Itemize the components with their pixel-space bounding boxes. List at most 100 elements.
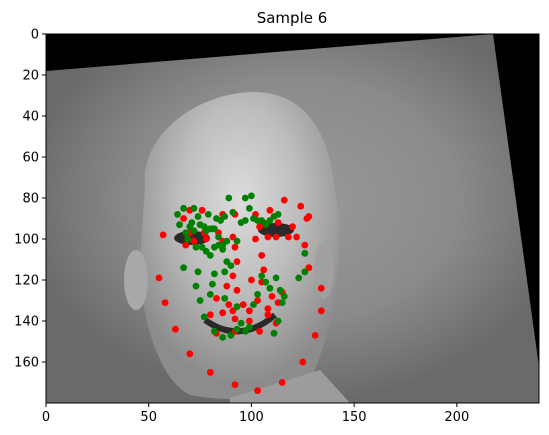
scatter-point [266, 284, 274, 292]
scatter-point [174, 211, 181, 218]
scatter-point [233, 237, 241, 245]
y-tick-label: 120 [14, 274, 39, 289]
axes-frame [45, 33, 540, 404]
scatter-point [262, 278, 270, 286]
scatter-point [182, 229, 190, 237]
scatter-point [239, 301, 247, 308]
scatter-point [301, 268, 309, 276]
scatter-layer [155, 192, 325, 395]
scatter-point [206, 311, 214, 319]
scatter-point [194, 268, 202, 276]
scatter-point [192, 243, 200, 251]
scatter-point [206, 252, 214, 259]
scatter-point [223, 282, 231, 290]
scatter-point [258, 272, 266, 280]
scatter-point [209, 280, 216, 288]
y-tick-label: 100 [14, 233, 39, 248]
scatter-point [225, 301, 233, 308]
chart-title: Sample 6 [257, 9, 328, 27]
scatter-point [270, 329, 278, 337]
scatter-point [227, 262, 235, 269]
scatter-point [317, 307, 325, 315]
scatter-point [176, 221, 183, 229]
scatter-point [206, 368, 214, 376]
scatter-point [233, 325, 241, 333]
scatter-point [186, 350, 194, 358]
scatter-point [225, 194, 233, 202]
scatter-point [301, 241, 309, 249]
scatter-point [258, 217, 266, 224]
scatter-point [241, 217, 249, 224]
scatter-point [231, 315, 239, 323]
x-tick-label: 50 [140, 410, 157, 425]
x-tick-label: 150 [342, 410, 367, 425]
scatter-point [250, 301, 257, 308]
scatter-point [180, 215, 188, 222]
scatter-point [278, 299, 286, 306]
scatter-point [172, 325, 179, 333]
scatter-point [305, 213, 313, 220]
scatter-point [258, 252, 266, 259]
neck [230, 370, 350, 403]
y-tick-label: 140 [14, 315, 39, 330]
scatter-point [301, 249, 309, 257]
scatter-point [198, 206, 206, 214]
scatter-point [233, 286, 241, 294]
scatter-point [246, 204, 253, 212]
scatter-point [219, 334, 227, 341]
scatter-point [254, 291, 261, 298]
scatter-point [190, 237, 198, 245]
scatter-point [219, 241, 227, 249]
scatter-point [254, 387, 261, 395]
y-tick-label: 40 [22, 110, 39, 125]
scatter-point [184, 235, 192, 243]
scatter-point [231, 381, 239, 388]
scatter-point [280, 196, 288, 204]
y-tick-label: 20 [22, 69, 39, 84]
scatter-point [246, 307, 253, 315]
scatter-point [276, 286, 284, 294]
y-tick-label: 60 [22, 151, 39, 166]
scatter-point [246, 323, 253, 331]
scatter-point [211, 225, 218, 233]
scatter-point [196, 221, 204, 229]
scatter-point [260, 266, 268, 274]
scatter-point [299, 358, 307, 366]
scatter-point [293, 233, 300, 241]
x-tick-label: 100 [239, 410, 264, 425]
scatter-point [161, 299, 169, 306]
scatter-point [192, 282, 200, 290]
scatter-point [237, 319, 245, 327]
scatter-point [180, 204, 188, 212]
scatter-point [219, 309, 227, 317]
y-tick-label: 80 [22, 192, 39, 207]
scatter-point [229, 208, 237, 216]
scatter-point [252, 235, 259, 243]
scatter-point [159, 231, 167, 239]
head-shape [140, 91, 339, 400]
scatter-point [272, 274, 280, 282]
mouth [203, 312, 277, 335]
scatter-point [227, 332, 235, 339]
scatter-point [264, 233, 272, 241]
scatter-point [194, 213, 202, 220]
scatter-point [266, 206, 274, 214]
scatter-point [241, 327, 249, 335]
scatter-point [196, 297, 204, 304]
scatter-point [190, 227, 198, 235]
scatter-point [213, 295, 220, 302]
scatter-point [246, 317, 253, 325]
scatter-point [311, 332, 319, 339]
scatter-point [180, 264, 188, 272]
scatter-point [190, 204, 198, 212]
series-1 [174, 192, 309, 341]
x-tick-label: 0 [42, 410, 50, 425]
scatter-point [221, 268, 229, 276]
scatter-point [211, 327, 218, 335]
scatter-point [297, 202, 305, 210]
scatter-point [211, 270, 218, 278]
scatter-point [274, 317, 282, 325]
scatter-point [264, 311, 272, 319]
y-tick-label: 0 [31, 28, 39, 43]
